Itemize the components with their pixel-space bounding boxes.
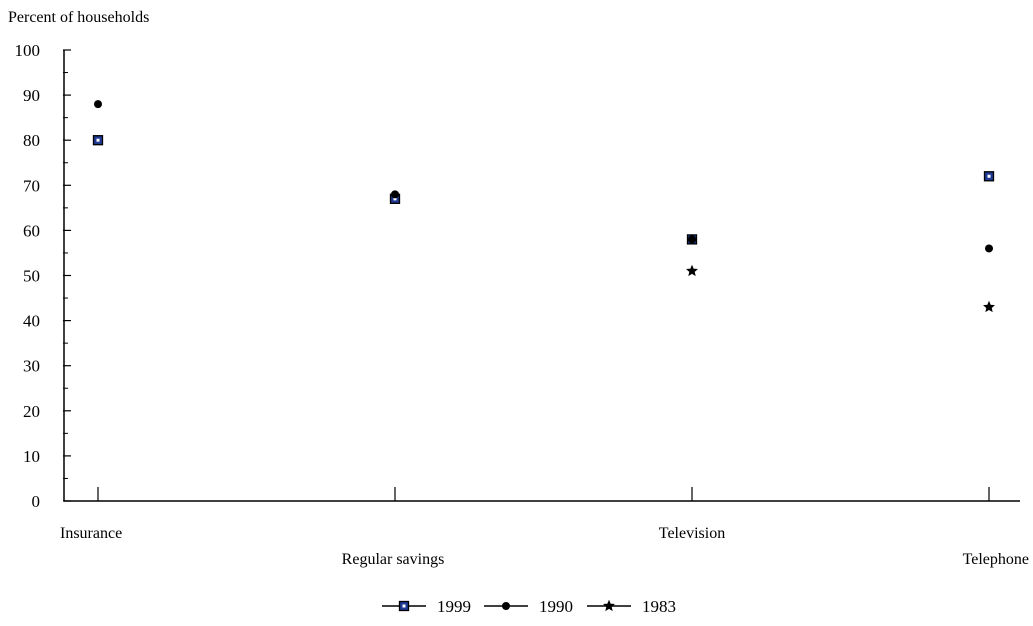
point-1999-3-center [987, 174, 991, 178]
legend-label: 1990 [539, 597, 573, 616]
legend-marker-1999-center [402, 604, 406, 608]
legend-marker-1983 [603, 599, 615, 612]
x-category-label: Insurance [60, 525, 122, 542]
y-tick-label: 30 [23, 357, 40, 376]
y-axis-label: Percent of households [8, 9, 149, 26]
x-category-label: Telephone [963, 551, 1029, 568]
point-1983-3 [983, 300, 995, 313]
y-tick-label: 90 [23, 86, 40, 105]
axes [63, 50, 1020, 502]
legend-marker-1990 [502, 602, 510, 610]
legend-label: 1999 [437, 597, 471, 616]
point-1990-1 [391, 190, 399, 199]
point-1983-2 [686, 264, 698, 277]
y-tick-label: 60 [23, 221, 40, 240]
data-points [92, 100, 995, 313]
y-tick-label: 80 [23, 131, 40, 150]
y-tick-label: 70 [23, 176, 40, 195]
y-tick-label: 40 [23, 312, 40, 331]
point-1999-1-center [393, 197, 397, 201]
point-1990-2 [688, 235, 696, 244]
y-tick-label: 10 [23, 447, 40, 466]
x-category-label: Television [659, 525, 725, 542]
point-1999-0-center [96, 138, 100, 142]
legend: 1999 1990 1983 [382, 597, 676, 616]
y-tick-label: 50 [23, 267, 40, 286]
point-1990-0 [94, 100, 102, 109]
y-ticks: 0 10 20 30 40 50 60 70 80 90 100 [15, 41, 71, 511]
y-tick-label: 100 [15, 41, 41, 60]
category-labels: Insurance Regular savings Television Teleph… [60, 487, 1029, 568]
y-tick-label: 20 [23, 402, 40, 421]
y-tick-label: 0 [32, 492, 41, 511]
legend-label: 1983 [642, 597, 676, 616]
x-category-label: Regular savings [342, 551, 445, 568]
point-1990-3 [985, 244, 993, 253]
